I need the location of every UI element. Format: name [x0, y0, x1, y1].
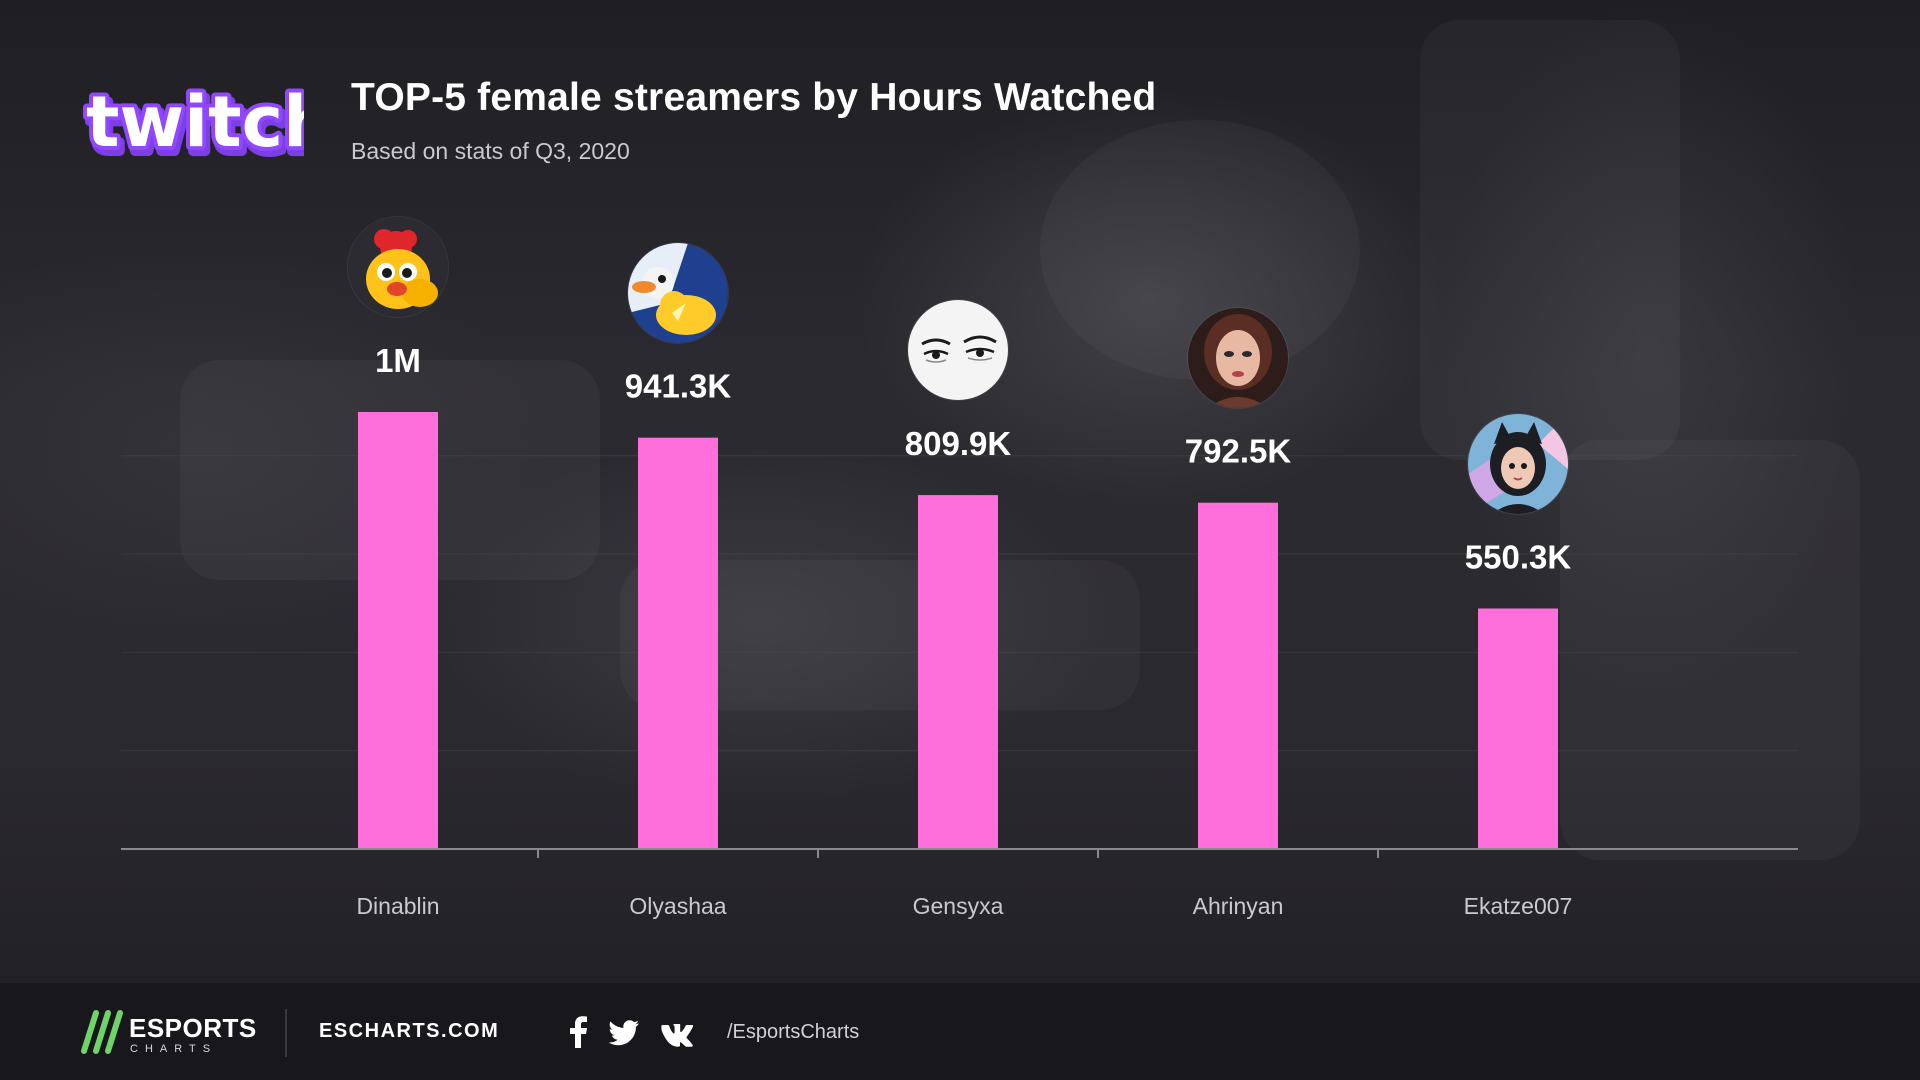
x-axis-ticks [537, 849, 1379, 858]
bar-olyashaa [638, 437, 718, 849]
footer-divider [285, 1009, 287, 1057]
bar-chart: 1M 941.3K 809.9K 792.5K 550.3K Dinablin Olyas… [121, 342, 1798, 919]
esports-charts-logo-icon [81, 1010, 123, 1054]
cat-girl-avatar-icon [1468, 413, 1568, 514]
twitch-logo: twitch twitch [82, 80, 304, 162]
chicken-avatar-icon [348, 217, 448, 317]
portrait-avatar-icon [1188, 307, 1288, 408]
category-label: Ekatze007 [1464, 893, 1573, 919]
chart-subtitle: Based on stats of Q3, 2020 [351, 138, 630, 164]
footer-site-link[interactable]: ESCHARTS.COM [319, 1020, 500, 1042]
esports-brand-name: ESPORTS [129, 1013, 257, 1043]
bar-ahrinyan [1198, 502, 1278, 849]
esports-brand-sub: CHARTS [130, 1043, 218, 1055]
twitch-logo-text: twitch [86, 81, 304, 162]
chart-title: TOP-5 female streamers by Hours Watched [351, 76, 1157, 119]
duck-avatar-icon [628, 242, 728, 343]
bar-gensyxa [918, 495, 998, 849]
category-label: Gensyxa [913, 893, 1004, 919]
footer-social-handle[interactable]: /EsportsCharts [727, 1021, 860, 1043]
value-label: 941.3K [625, 368, 732, 405]
category-label: Ahrinyan [1193, 893, 1284, 919]
value-labels: 1M 941.3K 809.9K 792.5K 550.3K [375, 342, 1571, 576]
value-label: 1M [375, 342, 421, 379]
vk-icon[interactable] [660, 1016, 696, 1048]
category-labels: Dinablin Olyashaa Gensyxa Ahrinyan Ekatze007 [356, 893, 1572, 919]
category-label: Dinablin [356, 893, 439, 919]
category-label: Olyashaa [629, 893, 726, 919]
value-label: 792.5K [1185, 433, 1292, 470]
bar-dinablin [358, 412, 438, 849]
eyes-avatar-icon [908, 300, 1008, 401]
value-label: 809.9K [905, 425, 1012, 462]
facebook-icon[interactable] [568, 1016, 588, 1048]
footer: ESPORTS CHARTS ESCHARTS.COM /EsportsChar… [0, 983, 1920, 1080]
twitch-logo-shadow: twitch [89, 86, 304, 162]
bar-ekatze007 [1478, 608, 1558, 849]
twitter-icon[interactable] [608, 1016, 640, 1048]
value-label: 550.3K [1465, 539, 1572, 576]
bars [358, 412, 1558, 849]
